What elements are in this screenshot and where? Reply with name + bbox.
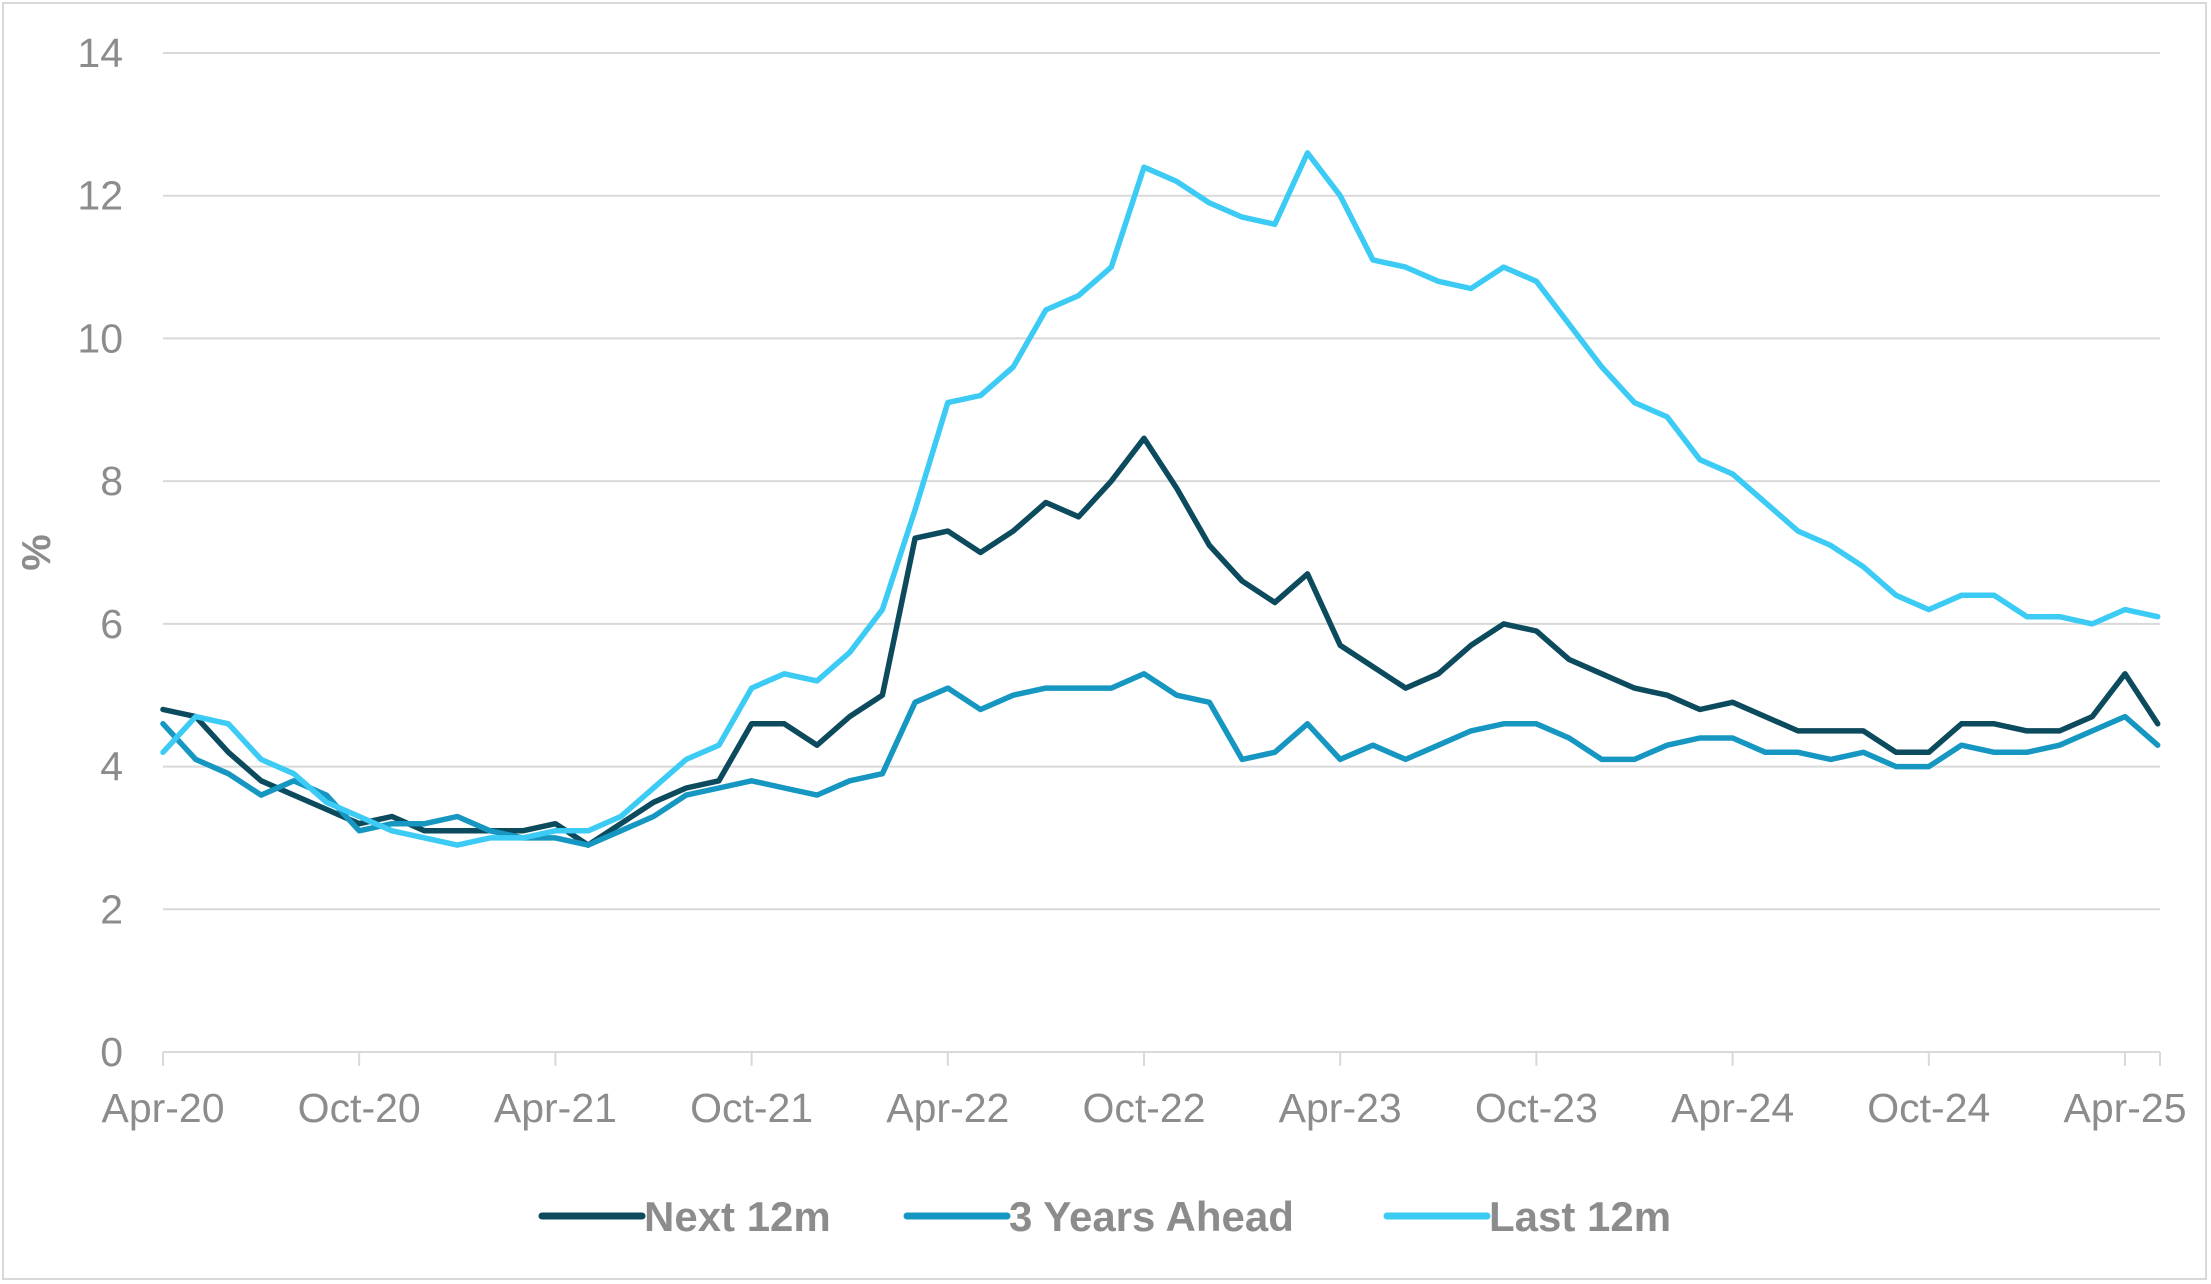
series-lines bbox=[160, 150, 2161, 848]
x-tick-label: Oct-20 bbox=[298, 1085, 421, 1131]
series-line-3-years-ahead bbox=[160, 671, 2161, 848]
y-tick-label: 2 bbox=[100, 886, 123, 932]
x-axis: Apr-20 Oct-20 Apr-21 Oct-21 Apr-22 Oct-22 Apr-… bbox=[101, 1051, 2187, 1131]
y-tick-label: 12 bbox=[77, 173, 123, 219]
x-tick-label: Apr-23 bbox=[1279, 1085, 1402, 1131]
x-tick-label: Apr-25 bbox=[2063, 1085, 2186, 1131]
y-axis-title: % bbox=[13, 534, 59, 570]
y-tick-label: 14 bbox=[77, 30, 123, 76]
legend-label: Next 12m bbox=[644, 1193, 831, 1240]
y-tick-label: 8 bbox=[100, 458, 123, 504]
legend-label: Last 12m bbox=[1489, 1193, 1671, 1240]
x-tick-label: Oct-22 bbox=[1082, 1085, 1205, 1131]
legend: Next 12m 3 Years Ahead Last 12m bbox=[538, 1193, 1671, 1240]
x-tick-label: Apr-22 bbox=[886, 1085, 1009, 1131]
y-axis-ticks: 0 2 4 6 8 10 12 14 bbox=[77, 30, 123, 1075]
x-tick-label: Oct-21 bbox=[690, 1085, 813, 1131]
x-tick-label: Oct-23 bbox=[1475, 1085, 1598, 1131]
x-tick-label: Apr-24 bbox=[1671, 1085, 1794, 1131]
y-tick-label: 10 bbox=[77, 315, 123, 361]
x-tick-label: Apr-20 bbox=[101, 1085, 224, 1131]
y-tick-label: 6 bbox=[100, 601, 123, 647]
y-tick-label: 4 bbox=[100, 744, 123, 790]
gridlines bbox=[163, 52, 2160, 911]
x-tick-label: Oct-24 bbox=[1867, 1085, 1990, 1131]
x-tick-label: Apr-21 bbox=[494, 1085, 617, 1131]
legend-label: 3 Years Ahead bbox=[1009, 1193, 1294, 1240]
y-tick-label: 0 bbox=[100, 1029, 123, 1075]
series-line-next-12m bbox=[160, 435, 2161, 848]
series-line-last-12m bbox=[160, 150, 2161, 848]
